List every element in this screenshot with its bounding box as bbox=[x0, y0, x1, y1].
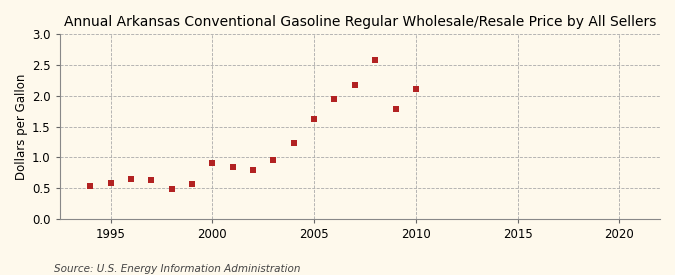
Point bbox=[350, 83, 360, 87]
Point bbox=[370, 58, 381, 62]
Point bbox=[268, 158, 279, 162]
Title: Annual Arkansas Conventional Gasoline Regular Wholesale/Resale Price by All Sell: Annual Arkansas Conventional Gasoline Re… bbox=[63, 15, 656, 29]
Point bbox=[187, 182, 198, 186]
Point bbox=[207, 161, 218, 166]
Point bbox=[390, 107, 401, 112]
Point bbox=[85, 183, 96, 188]
Point bbox=[105, 181, 116, 185]
Text: Source: U.S. Energy Information Administration: Source: U.S. Energy Information Administ… bbox=[54, 264, 300, 274]
Point bbox=[126, 177, 136, 181]
Y-axis label: Dollars per Gallon: Dollars per Gallon bbox=[15, 73, 28, 180]
Point bbox=[146, 178, 157, 182]
Point bbox=[288, 141, 299, 145]
Point bbox=[227, 165, 238, 169]
Point bbox=[308, 117, 319, 121]
Point bbox=[410, 87, 421, 91]
Point bbox=[166, 186, 177, 191]
Point bbox=[248, 168, 259, 172]
Point bbox=[329, 97, 340, 102]
